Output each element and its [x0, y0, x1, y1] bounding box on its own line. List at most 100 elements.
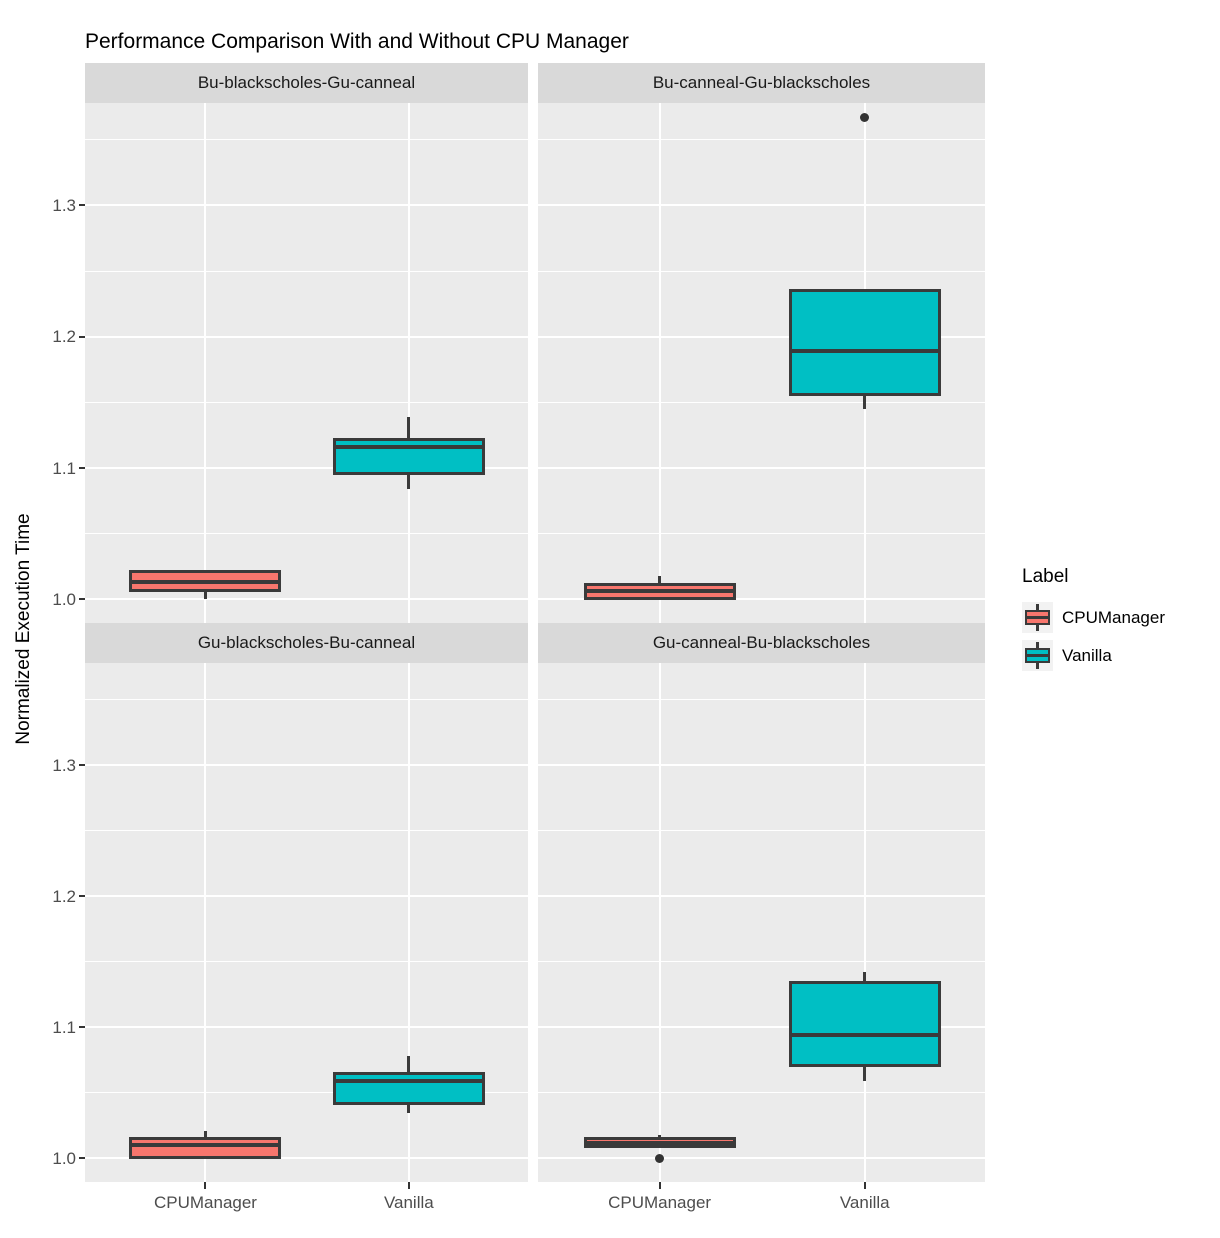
- median-line: [583, 589, 736, 594]
- upper-whisker: [658, 575, 662, 585]
- facet-strip: Bu-canneal-Gu-blackscholes: [538, 63, 985, 103]
- minor-gridline: [538, 270, 985, 272]
- box-vanilla: [332, 437, 485, 475]
- y-tick-mark: [79, 1026, 85, 1029]
- x-tick-label: CPUManager: [153, 1193, 257, 1212]
- x-tick-mark: [204, 1182, 207, 1189]
- y-tick-mark: [79, 598, 85, 601]
- minor-gridline: [85, 533, 528, 535]
- y-tick-mark: [79, 335, 85, 338]
- category-gridline: [863, 663, 866, 1182]
- y-tick-mark: [79, 1157, 85, 1160]
- facet-panel: [85, 103, 528, 623]
- legend-key-boxplot-icon: [1022, 602, 1053, 633]
- upper-whisker: [658, 1134, 662, 1139]
- facet-strip-label: Bu-canneal-Gu-blackscholes: [652, 73, 871, 92]
- median-line: [788, 1033, 941, 1038]
- x-tick-label: Vanilla: [383, 1193, 434, 1212]
- facet-panel: [538, 663, 985, 1182]
- minor-gridline: [85, 270, 528, 272]
- median-line: [332, 1079, 485, 1084]
- major-gridline: [538, 1157, 985, 1160]
- box-cpumanager: [129, 1137, 282, 1159]
- upper-whisker: [407, 1056, 411, 1074]
- minor-gridline: [538, 961, 985, 963]
- median-line: [583, 1140, 736, 1145]
- upper-whisker: [863, 972, 867, 983]
- median-line: [129, 1143, 282, 1148]
- category-gridline: [407, 663, 410, 1182]
- minor-gridline: [538, 533, 985, 535]
- major-gridline: [85, 895, 528, 898]
- major-gridline: [538, 335, 985, 338]
- major-gridline: [538, 764, 985, 767]
- legend-entries: CPUManager Vanilla: [1022, 602, 1165, 671]
- major-gridline: [538, 1026, 985, 1029]
- minor-gridline: [85, 961, 528, 963]
- lower-whisker: [863, 1065, 867, 1082]
- minor-gridline: [538, 699, 985, 701]
- y-tick-label: 1.0: [52, 589, 76, 609]
- major-gridline: [85, 204, 528, 207]
- major-gridline: [85, 467, 528, 470]
- major-gridline: [538, 895, 985, 898]
- x-tick-mark: [863, 1182, 866, 1189]
- outlier-point: [655, 1153, 665, 1163]
- y-axis-title: Normalized Execution Time: [13, 513, 34, 745]
- y-tick-mark: [79, 764, 85, 767]
- y-tick-label: 1.3: [52, 755, 76, 775]
- y-tick-mark: [79, 467, 85, 470]
- major-gridline: [85, 764, 528, 767]
- minor-gridline: [85, 1092, 528, 1094]
- major-gridline: [85, 335, 528, 338]
- legend-median-line: [1025, 616, 1050, 619]
- lower-whisker: [203, 590, 207, 600]
- legend-entry-cpumanager: CPUManager: [1022, 602, 1165, 633]
- y-tick-label: 1.0: [52, 1148, 76, 1168]
- legend-label: Vanilla: [1062, 645, 1112, 665]
- major-gridline: [85, 1026, 528, 1029]
- box-vanilla: [332, 1071, 485, 1105]
- minor-gridline: [538, 830, 985, 832]
- lower-whisker: [407, 1103, 411, 1113]
- legend-key-boxplot-icon: [1022, 640, 1053, 671]
- x-tick-mark: [658, 1182, 661, 1189]
- category-gridline: [407, 103, 410, 623]
- minor-gridline: [85, 830, 528, 832]
- minor-gridline: [85, 699, 528, 701]
- facet-strip: Bu-blackscholes-Gu-canneal: [85, 63, 528, 103]
- y-tick-label: 1.3: [52, 195, 76, 215]
- category-gridline: [658, 663, 661, 1182]
- minor-gridline: [85, 401, 528, 403]
- y-tick-label: 1.2: [52, 327, 76, 347]
- major-gridline: [85, 1157, 528, 1160]
- median-line: [332, 445, 485, 450]
- y-tick-label: 1.2: [52, 886, 76, 906]
- minor-gridline: [538, 139, 985, 141]
- category-gridline: [658, 103, 661, 623]
- legend-title: Label: [1022, 566, 1069, 587]
- category-gridline: [204, 103, 207, 623]
- facet-strip-label: Gu-canneal-Bu-blackscholes: [652, 633, 871, 652]
- upper-whisker: [407, 416, 411, 440]
- category-gridline: [204, 663, 207, 1182]
- lower-whisker: [407, 473, 411, 490]
- x-tick-label: Vanilla: [839, 1193, 890, 1212]
- x-tick-label: CPUManager: [608, 1193, 712, 1212]
- y-tick-mark: [79, 204, 85, 207]
- outlier-point: [860, 112, 870, 122]
- box-vanilla: [788, 289, 941, 396]
- major-gridline: [538, 204, 985, 207]
- legend-median-line: [1025, 654, 1050, 657]
- facet-strip: Gu-canneal-Bu-blackscholes: [538, 623, 985, 663]
- lower-whisker: [863, 394, 867, 409]
- x-tick-mark: [407, 1182, 410, 1189]
- chart-title: Performance Comparison With and Without …: [85, 30, 629, 53]
- major-gridline: [85, 598, 528, 601]
- minor-gridline: [538, 401, 985, 403]
- box-vanilla: [788, 981, 941, 1067]
- y-tick-mark: [79, 895, 85, 898]
- y-tick-label: 1.1: [52, 1017, 76, 1037]
- legend-entry-vanilla: Vanilla: [1022, 640, 1165, 671]
